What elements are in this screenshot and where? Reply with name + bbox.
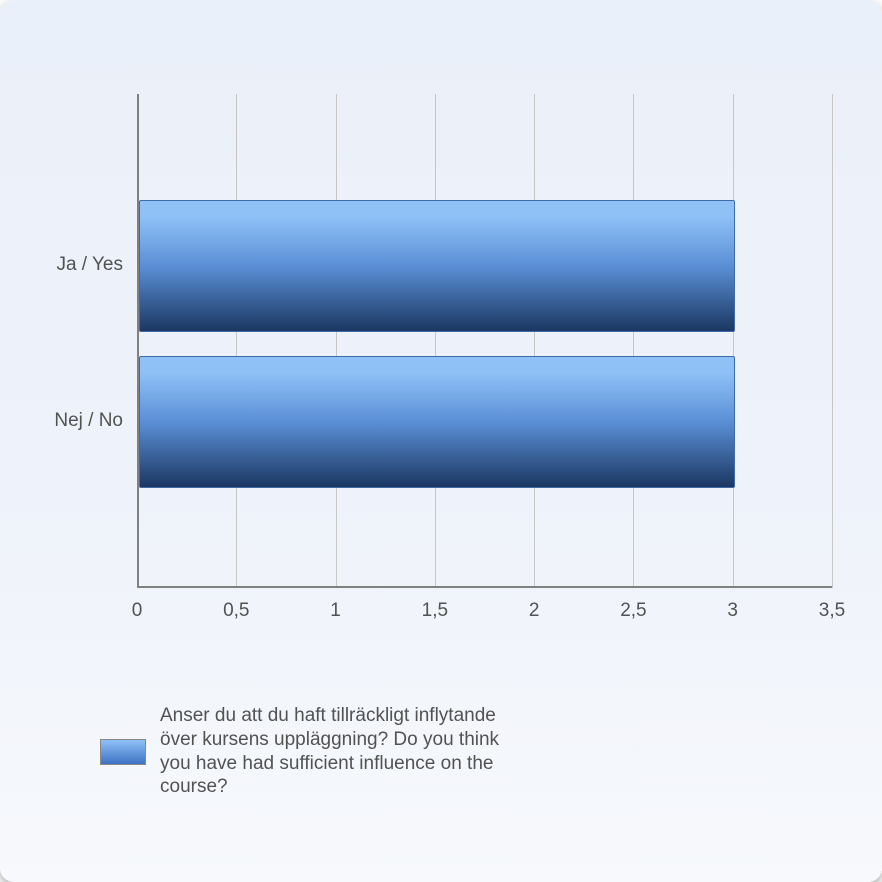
x-tick-label: 1 [330, 600, 341, 622]
plot-area: 00,511,522,533,5Ja / YesNej / No [137, 94, 832, 588]
legend: Anser du att du haft tillräckligt inflyt… [100, 704, 520, 799]
x-gridline [832, 94, 833, 588]
x-gridline [435, 94, 436, 588]
x-gridline [633, 94, 634, 588]
x-tick-label: 0,5 [223, 600, 249, 622]
x-gridline [733, 94, 734, 588]
bar [139, 356, 735, 488]
x-tick-label: 1,5 [422, 600, 448, 622]
x-gridline [336, 94, 337, 588]
bar [139, 200, 735, 332]
x-tick-label: 2 [529, 600, 540, 622]
legend-swatch [100, 739, 146, 765]
y-tick-label: Ja / Yes [56, 254, 123, 276]
x-tick-label: 3,5 [819, 600, 845, 622]
x-axis [137, 586, 832, 588]
legend-text: Anser du att du haft tillräckligt inflyt… [160, 704, 520, 799]
chart-card: 00,511,522,533,5Ja / YesNej / No Anser d… [0, 0, 882, 882]
x-tick-label: 2,5 [620, 600, 646, 622]
y-tick-label: Nej / No [54, 410, 123, 432]
x-gridline [236, 94, 237, 588]
y-axis [137, 94, 139, 588]
x-tick-label: 0 [132, 600, 143, 622]
x-gridline [534, 94, 535, 588]
x-tick-label: 3 [727, 600, 738, 622]
